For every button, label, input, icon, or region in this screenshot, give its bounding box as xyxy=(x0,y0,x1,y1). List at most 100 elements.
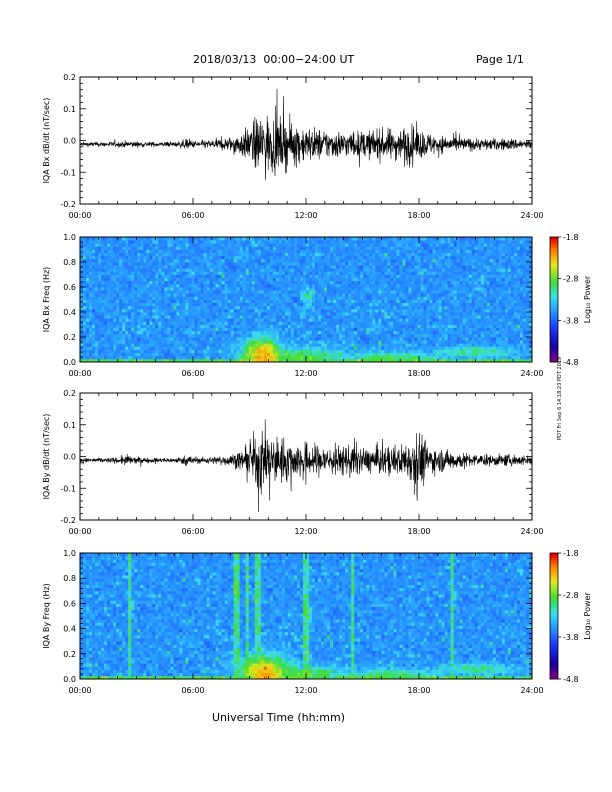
heat-cell xyxy=(296,255,301,260)
heat-cell xyxy=(399,337,403,341)
heat-cell xyxy=(116,287,120,291)
heat-cell xyxy=(212,333,216,338)
heat-cell xyxy=(414,296,418,300)
heat-cell xyxy=(441,324,446,329)
heat-cell xyxy=(423,299,427,304)
heat-cell xyxy=(125,287,129,291)
heat-cell xyxy=(438,343,442,347)
heat-cell xyxy=(101,237,105,241)
heat-cell xyxy=(194,296,198,300)
heat-cell xyxy=(233,299,238,304)
heat-cell xyxy=(89,352,93,357)
heat-cell xyxy=(327,337,331,341)
heat-cell xyxy=(351,277,355,282)
heat-cell xyxy=(426,287,430,291)
heat-cell xyxy=(393,324,397,329)
heat-cell xyxy=(221,252,226,257)
heat-cell xyxy=(324,296,328,300)
heat-cell xyxy=(149,268,153,272)
heat-cell xyxy=(131,315,135,319)
heat-cell xyxy=(89,312,93,316)
heat-cell xyxy=(104,308,108,313)
heat-cell xyxy=(375,358,379,363)
heat-cell xyxy=(140,268,144,272)
heat-cell xyxy=(432,337,436,341)
heat-cell xyxy=(188,296,192,300)
heat-cell xyxy=(128,290,132,294)
heat-cell xyxy=(284,299,289,304)
heat-cell xyxy=(342,271,346,275)
heat-cell xyxy=(423,337,427,341)
heat-cell xyxy=(179,324,183,329)
heat-cell xyxy=(215,240,220,244)
heat-cell xyxy=(444,265,449,269)
heat-cell xyxy=(149,299,153,304)
heat-cell xyxy=(444,280,449,285)
heat-cell xyxy=(233,318,238,322)
heat-cell xyxy=(236,277,241,282)
heat-cell xyxy=(218,321,223,325)
heat-cell xyxy=(122,355,126,360)
heat-cell xyxy=(321,343,325,347)
heat-cell xyxy=(80,287,84,291)
heat-cell xyxy=(318,346,322,350)
heat-cell xyxy=(245,312,250,316)
heat-cell xyxy=(113,333,117,338)
heat-cell xyxy=(83,346,87,350)
heat-cell xyxy=(387,274,391,279)
heat-cell xyxy=(275,346,280,350)
heat-cell xyxy=(128,262,132,266)
heat-cell xyxy=(302,343,307,347)
heat-cell xyxy=(299,302,304,307)
heat-cell xyxy=(248,349,253,354)
heat-cell xyxy=(318,302,322,307)
heat-cell xyxy=(113,252,117,257)
heat-cell xyxy=(125,330,129,335)
heat-cell xyxy=(396,271,400,275)
heat-cell xyxy=(426,337,430,341)
heat-cell xyxy=(107,321,111,325)
plot-frame xyxy=(79,76,533,205)
heat-cell xyxy=(161,327,165,332)
heat-cell xyxy=(324,318,328,322)
heat-cell xyxy=(218,268,223,272)
heat-cell xyxy=(269,333,274,338)
heat-cell xyxy=(366,246,370,250)
heat-cell xyxy=(164,340,168,344)
heat-cell xyxy=(89,349,93,354)
heat-cell xyxy=(309,355,313,360)
heat-cell xyxy=(233,240,238,244)
heat-cell xyxy=(438,249,442,254)
heat-cell xyxy=(161,340,165,344)
heat-cell xyxy=(182,305,186,310)
heat-cell xyxy=(224,308,229,313)
heat-cell xyxy=(257,243,262,247)
heat-cell xyxy=(149,324,153,329)
heat-cell xyxy=(239,355,244,360)
heat-cell xyxy=(351,265,355,269)
heat-cell xyxy=(122,274,126,279)
heat-cell xyxy=(137,358,141,363)
heat-cell xyxy=(203,302,207,307)
heat-cell xyxy=(366,271,370,275)
heat-cell xyxy=(233,358,238,363)
heat-cell xyxy=(429,305,433,310)
heat-cell xyxy=(104,346,108,350)
heat-cell xyxy=(360,312,364,316)
heat-cell xyxy=(306,327,310,332)
heat-cell xyxy=(438,277,442,282)
heat-cell xyxy=(315,240,319,244)
heat-cell xyxy=(251,327,256,332)
heat-cell xyxy=(333,283,337,288)
heat-cell xyxy=(197,243,201,247)
heat-cell xyxy=(269,299,274,304)
heat-cell xyxy=(444,271,449,275)
heat-cell xyxy=(146,274,150,279)
heat-cell xyxy=(89,324,93,329)
heat-cell xyxy=(227,240,232,244)
heat-cell xyxy=(146,262,150,266)
heat-cell xyxy=(101,243,105,247)
heat-cell xyxy=(426,315,430,319)
heat-cell xyxy=(173,349,177,354)
heat-cell xyxy=(89,268,93,272)
